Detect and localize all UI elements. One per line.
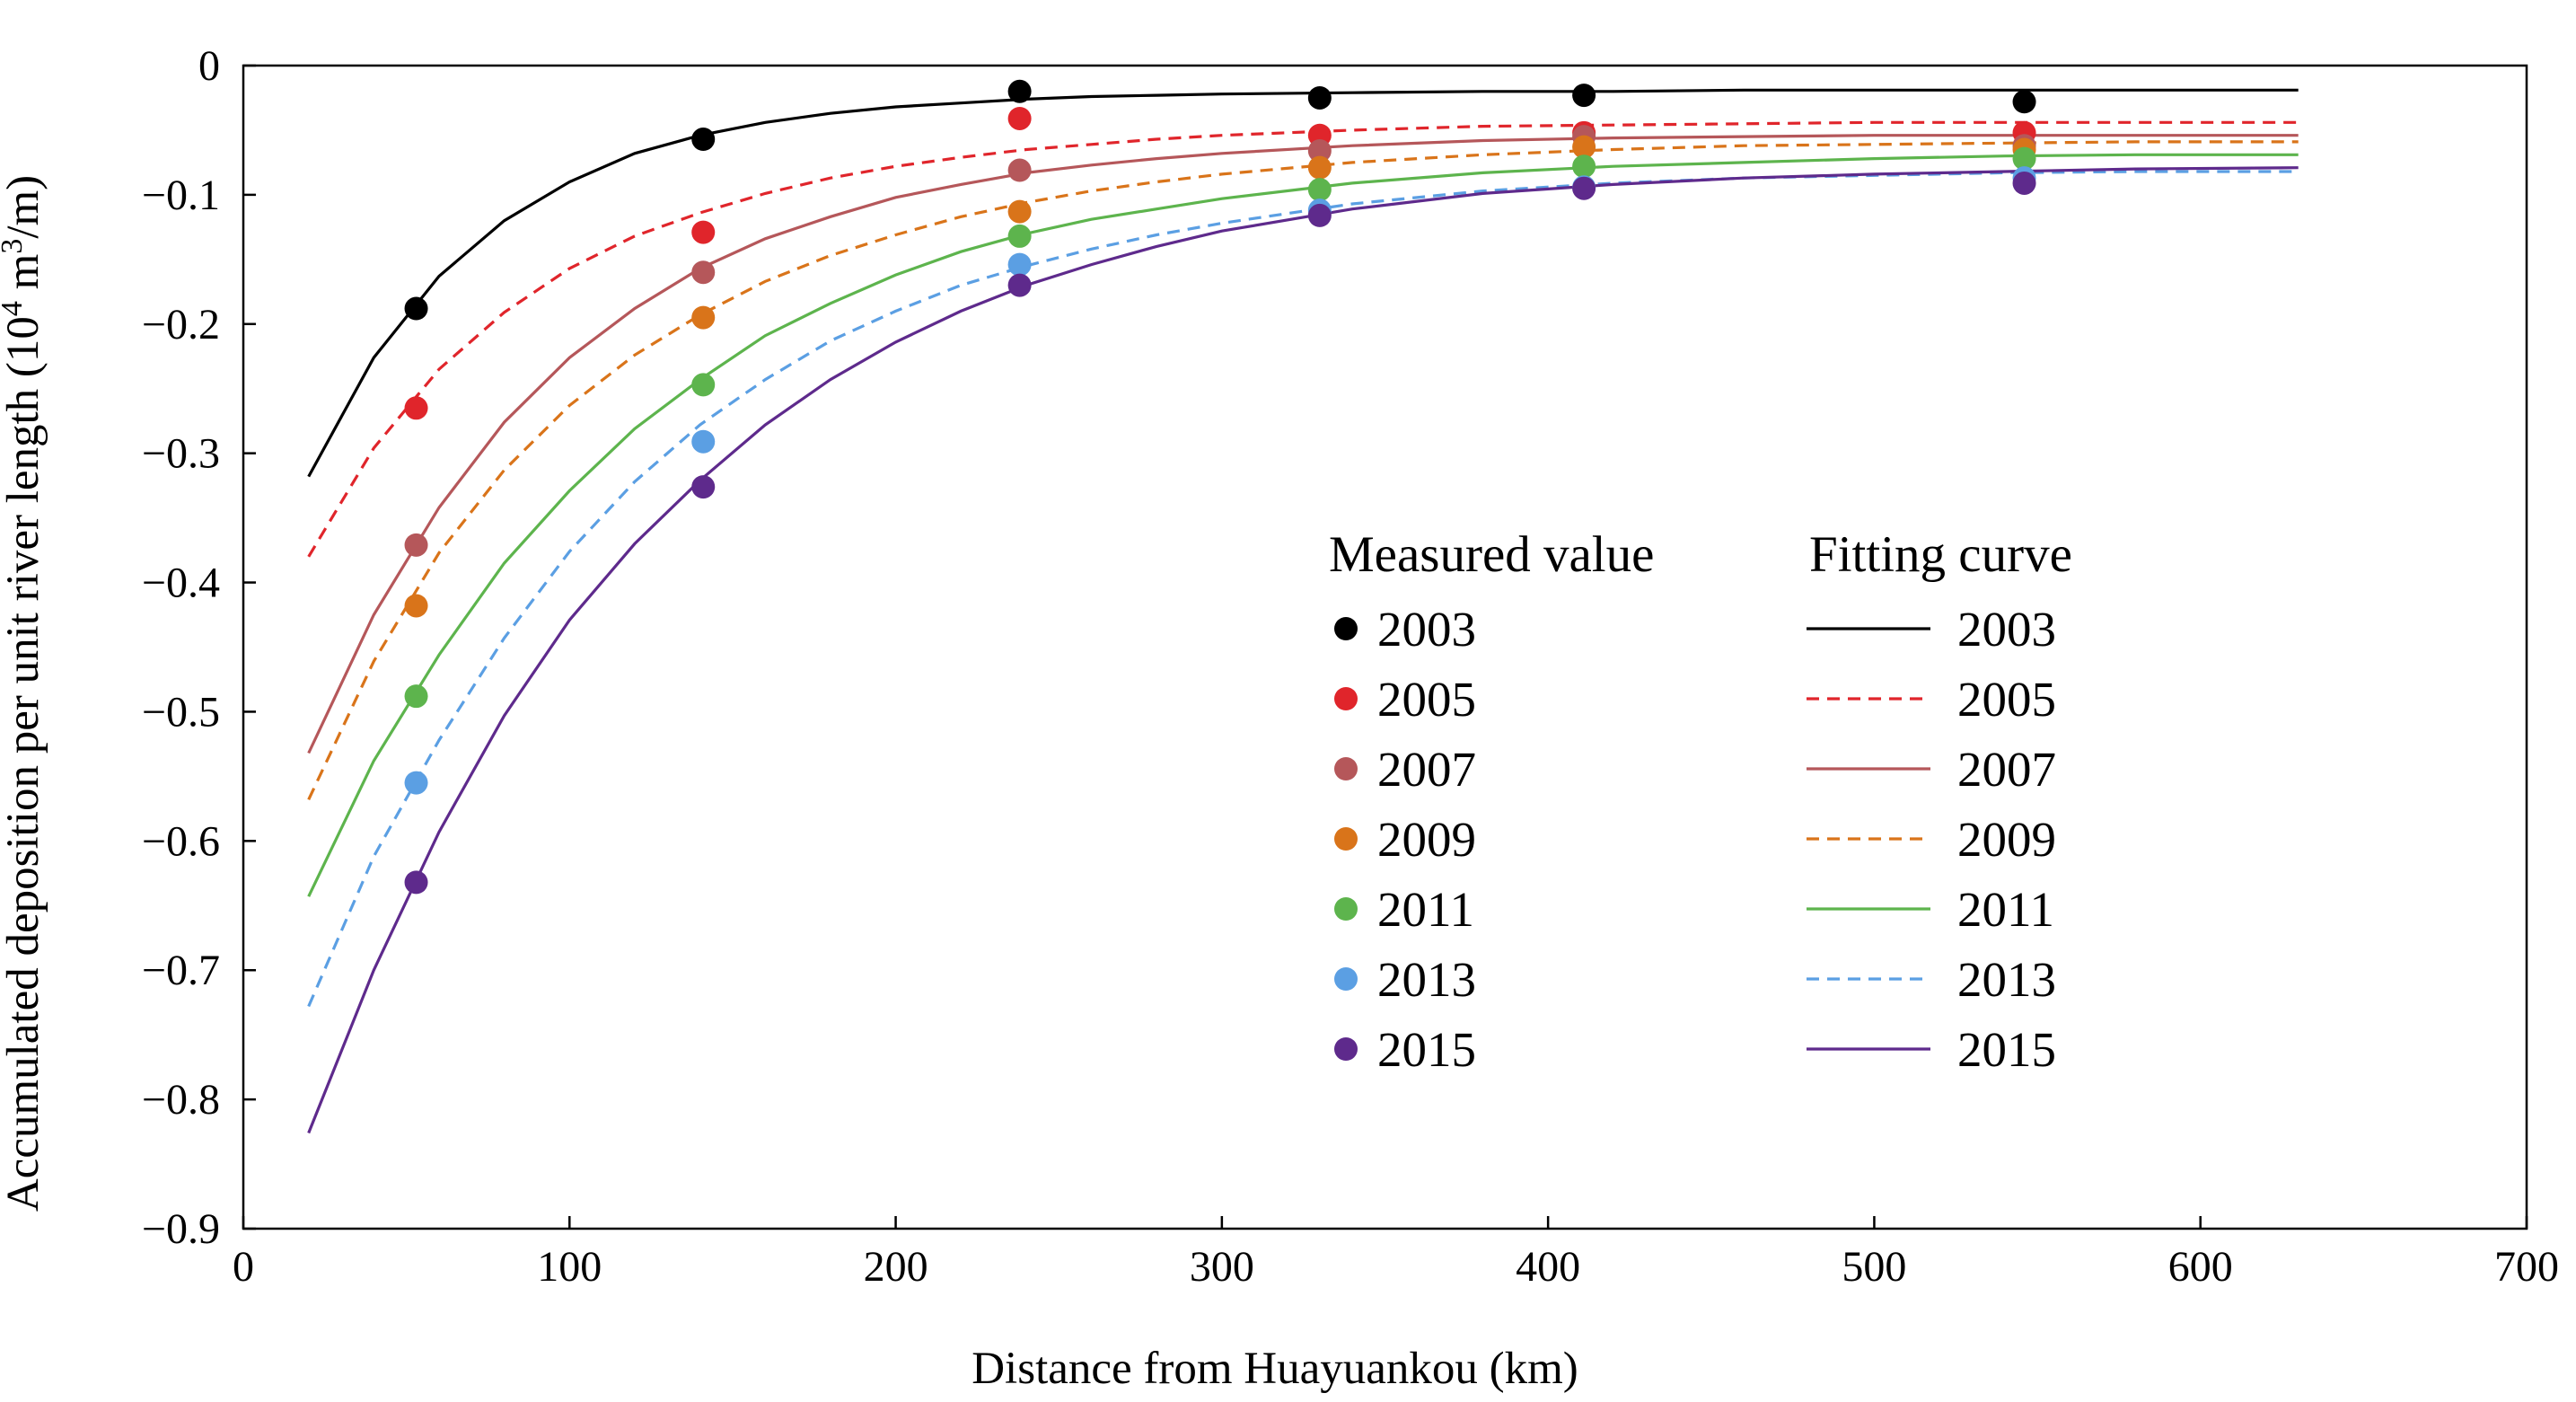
x-tick-label: 0 <box>233 1243 254 1291</box>
y-axis-title: Accumulated deposition per unit river le… <box>0 175 48 1212</box>
legend-marker-2007 <box>1334 757 1358 780</box>
y-tick-label: −0.7 <box>142 947 220 994</box>
plot-frame <box>242 64 2528 1230</box>
x-tick-label: 700 <box>2494 1243 2559 1291</box>
measured-point-2011 <box>1007 224 1032 248</box>
legend-measured-label-2015: 2015 <box>1377 1022 1476 1077</box>
measured-point-2015 <box>1007 273 1032 297</box>
measured-point-2005 <box>1007 106 1032 130</box>
legend-measured-header: Measured value <box>1329 526 1654 583</box>
measured-point-2015 <box>2012 171 2036 195</box>
legend-fitting-label-2009: 2009 <box>1957 812 2056 867</box>
measured-point-2007 <box>404 533 428 557</box>
measured-point-2015 <box>404 870 428 895</box>
x-tick-label: 200 <box>864 1243 928 1291</box>
legend-fitting-label-2005: 2005 <box>1957 672 2056 727</box>
y-tick-label: −0.4 <box>142 560 220 607</box>
y-tick-label: −0.1 <box>142 172 220 219</box>
y-tick-label: −0.3 <box>142 430 220 478</box>
x-tick-label: 300 <box>1190 1243 1254 1291</box>
measured-point-2007 <box>691 260 716 285</box>
x-axis-title: Distance from Huayuankou (km) <box>971 1344 1578 1394</box>
measured-point-2003 <box>1007 79 1032 103</box>
measured-point-2003 <box>404 296 428 321</box>
x-tick-label: 400 <box>1516 1243 1580 1291</box>
legend-marker-2005 <box>1334 687 1358 710</box>
y-axis-title-sup2: 3 <box>0 239 29 254</box>
legend-measured-label-2007: 2007 <box>1377 742 1476 797</box>
legend-fitting-label-2003: 2003 <box>1957 602 2056 657</box>
measured-point-2015 <box>1307 203 1332 227</box>
y-tick-label: 0 <box>198 42 220 90</box>
measured-point-2009 <box>404 594 428 618</box>
measured-point-2005 <box>691 220 716 244</box>
measured-point-2013 <box>1007 252 1032 277</box>
measured-point-2007 <box>1307 138 1332 163</box>
y-tick-label: −0.8 <box>142 1076 220 1124</box>
legend-measured-label-2003: 2003 <box>1377 602 1476 657</box>
legend-fitting-label-2015: 2015 <box>1957 1022 2056 1077</box>
legend-measured-label-2011: 2011 <box>1377 882 1474 937</box>
measured-point-2011 <box>1307 178 1332 202</box>
measured-point-2009 <box>691 305 716 330</box>
measured-point-2003 <box>2012 90 2036 114</box>
y-tick-label: −0.9 <box>142 1205 220 1253</box>
legend-marker-2003 <box>1334 617 1358 640</box>
measured-point-2013 <box>691 429 716 454</box>
legend-fitting-header: Fitting curve <box>1809 526 2072 583</box>
measured-point-2003 <box>1572 84 1596 108</box>
y-tick-label: −0.6 <box>142 817 220 865</box>
measured-point-2009 <box>1307 155 1332 180</box>
y-axis-title-sup: 4 <box>0 301 29 316</box>
measured-point-2011 <box>404 684 428 709</box>
legend-measured-label-2013: 2013 <box>1377 952 1476 1007</box>
legend-marker-2015 <box>1334 1037 1358 1061</box>
measured-point-2005 <box>404 396 428 420</box>
measured-point-2007 <box>1007 158 1032 182</box>
measured-point-2011 <box>691 373 716 397</box>
measured-point-2011 <box>2012 146 2036 171</box>
measured-point-2013 <box>404 771 428 795</box>
plot-area <box>242 64 2528 1230</box>
legend-marker-2011 <box>1334 897 1358 921</box>
legend-measured-label-2005: 2005 <box>1377 672 1476 727</box>
legend-fitting-label-2013: 2013 <box>1957 952 2056 1007</box>
legend-measured-label-2009: 2009 <box>1377 812 1476 867</box>
x-tick-label: 600 <box>2168 1243 2233 1291</box>
fit-curve-2005 <box>307 120 2299 558</box>
legend: Measured value Fitting curve 2003 2003 2005 2… <box>1329 526 2072 1077</box>
legend-marker-2009 <box>1334 827 1358 851</box>
measured-point-2009 <box>1572 135 1596 159</box>
legend-marker-2013 <box>1334 967 1358 991</box>
measured-point-2009 <box>1007 199 1032 224</box>
measured-points <box>404 79 2036 895</box>
measured-point-2011 <box>1572 154 1596 179</box>
measured-point-2015 <box>1572 176 1596 200</box>
x-tick-label: 100 <box>537 1243 602 1291</box>
measured-point-2003 <box>1307 85 1332 110</box>
axes: 0 100 200 300 400 500 600 700 0 −0.1 −0.2 −0.3 −0.4 −… <box>142 42 2559 1291</box>
y-tick-label: −0.5 <box>142 688 220 736</box>
legend-fitting-label-2007: 2007 <box>1957 742 2056 797</box>
measured-point-2003 <box>691 128 716 152</box>
fit-curve-2007 <box>307 134 2299 754</box>
y-tick-label: −0.2 <box>142 301 220 348</box>
measured-point-2015 <box>691 475 716 499</box>
legend-fitting-label-2011: 2011 <box>1957 882 2054 937</box>
x-tick-label: 500 <box>1842 1243 1906 1291</box>
